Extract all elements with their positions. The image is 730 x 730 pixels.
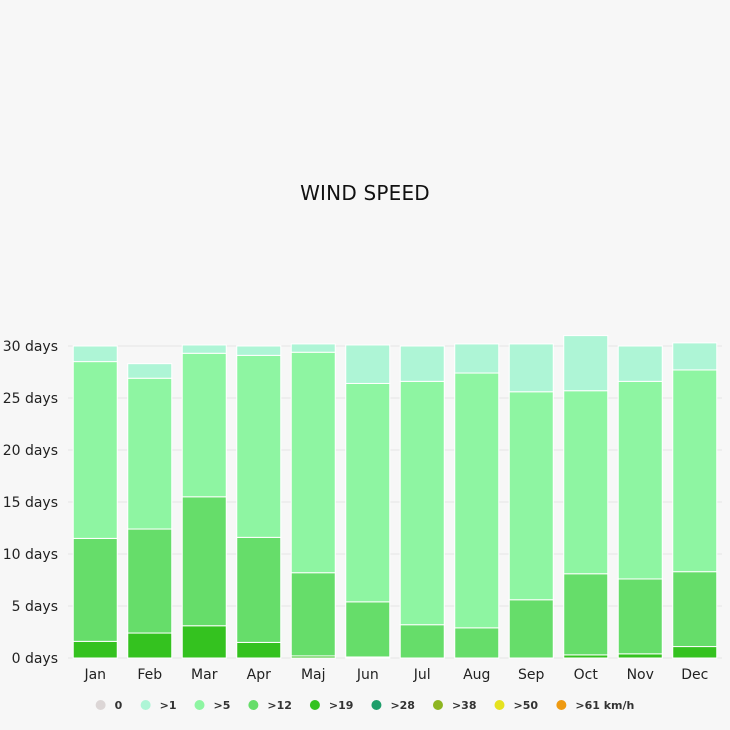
legend-swatch — [140, 700, 151, 710]
legend-label: >12 — [267, 699, 292, 712]
bar-segment — [236, 536, 282, 643]
y-tick-label: 0 days — [12, 651, 58, 667]
bar-segment — [454, 372, 500, 629]
legend-swatch — [309, 700, 320, 710]
bar-segment — [72, 361, 118, 539]
bar-segment — [508, 391, 554, 601]
bar-segment — [290, 572, 336, 657]
bar-segment — [236, 354, 282, 538]
bar-segment — [454, 627, 500, 659]
x-tick-label: Sep — [518, 667, 545, 683]
x-tick-label: Oct — [574, 667, 599, 683]
legend-swatch — [194, 700, 205, 710]
bar-segment — [127, 632, 173, 659]
bar-segment — [508, 343, 554, 393]
x-tick-label: Jun — [356, 667, 379, 683]
bar-segment — [345, 344, 391, 384]
legend-label: >50 — [514, 699, 539, 712]
bar-segment — [617, 653, 663, 659]
bar-segment — [181, 344, 227, 354]
bar-segment — [181, 496, 227, 627]
legend-label: 0 — [115, 699, 123, 712]
bar-segment — [236, 641, 282, 659]
bar-segment — [672, 646, 718, 659]
legend-label: >28 — [390, 699, 415, 712]
bar-segment — [563, 573, 609, 656]
x-tick-label: Nov — [627, 667, 654, 683]
legend-label: >38 — [452, 699, 477, 712]
bar-segment — [127, 363, 173, 379]
x-tick-label: Apr — [247, 667, 271, 683]
bar-segment — [72, 345, 118, 363]
bar-segment — [454, 343, 500, 374]
bar-segment — [127, 377, 173, 530]
bar-segment — [563, 390, 609, 575]
bar-segment — [672, 571, 718, 648]
y-tick-label: 25 days — [3, 391, 58, 407]
bar-segment — [290, 351, 336, 574]
y-tick-label: 5 days — [12, 599, 58, 615]
x-tick-label: Maj — [301, 667, 326, 683]
bar-segment — [399, 624, 445, 659]
x-tick-label: Jul — [413, 667, 431, 683]
bar-segment — [345, 601, 391, 658]
legend-label: >61 km/h — [575, 699, 634, 712]
bar-segment — [181, 625, 227, 659]
bar-segment — [617, 345, 663, 382]
bar-segment — [399, 380, 445, 626]
bar-segment — [617, 578, 663, 655]
legend-label: >19 — [329, 699, 354, 712]
x-tick-label: Aug — [463, 667, 490, 683]
y-tick-label: 15 days — [3, 495, 58, 511]
bar-segment — [290, 343, 336, 353]
bar-segment — [672, 342, 718, 371]
legend-swatch — [371, 700, 382, 710]
legend-swatch — [556, 700, 567, 710]
bar-segment — [399, 345, 445, 382]
legend-swatch — [432, 700, 443, 710]
legend-swatch — [494, 700, 505, 710]
y-tick-label: 30 days — [3, 339, 58, 355]
bar-segment — [563, 335, 609, 392]
x-tick-label: Feb — [137, 667, 162, 683]
legend-label: >1 — [160, 699, 177, 712]
bar-segment — [181, 352, 227, 498]
x-tick-label: Mar — [191, 667, 218, 683]
bar-segment — [72, 537, 118, 642]
bar-segment — [672, 369, 718, 573]
bar-segment — [617, 380, 663, 580]
legend-swatch — [248, 700, 259, 710]
bar-segment — [508, 599, 554, 659]
legend-swatch — [95, 700, 106, 710]
bar-segment — [127, 528, 173, 634]
x-tick-label: Dec — [681, 667, 708, 683]
y-tick-label: 10 days — [3, 547, 58, 563]
bar-segment — [345, 382, 391, 603]
chart-title: WIND SPEED — [300, 181, 430, 205]
bar-segment — [236, 345, 282, 356]
bar-segment — [72, 640, 118, 659]
legend-label: >5 — [214, 699, 231, 712]
x-tick-label: Jan — [83, 667, 106, 683]
y-tick-label: 20 days — [3, 443, 58, 459]
